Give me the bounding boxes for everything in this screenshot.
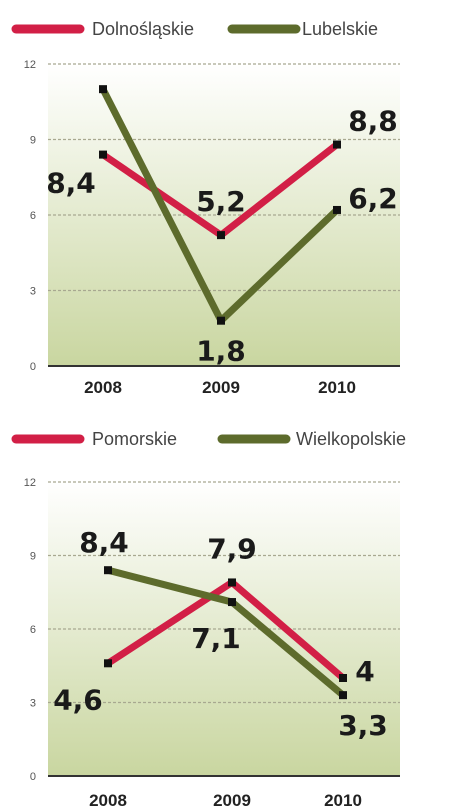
legend-label: Pomorskie	[92, 429, 177, 449]
y-tick-label: 9	[30, 135, 36, 147]
x-tick-label: 2010	[318, 378, 356, 397]
data-point	[333, 140, 341, 149]
data-label: 6,2	[348, 182, 398, 215]
data-label: 7,9	[207, 532, 257, 565]
x-tick-label: 2009	[202, 378, 240, 397]
data-point	[228, 578, 236, 587]
data-label: 8,4	[79, 526, 129, 559]
x-tick-label: 2008	[89, 791, 127, 810]
x-tick-label: 2010	[324, 791, 362, 810]
data-point	[339, 691, 347, 700]
y-tick-label: 6	[30, 624, 36, 636]
y-tick-label: 6	[30, 210, 36, 222]
legend-label: Lubelskie	[302, 19, 378, 39]
legend-label: Wielkopolskie	[296, 429, 406, 449]
data-label: 7,1	[191, 622, 241, 655]
data-label: 4	[355, 655, 374, 688]
chart-panel-2: Pomorskie Wielkopolskie 0 3 6 9 12 2008 2009 2010…	[0, 410, 449, 810]
data-point	[339, 674, 347, 682]
data-label: 5,2	[196, 185, 246, 218]
data-label: 4,6	[53, 683, 103, 716]
y-tick-label: 12	[24, 477, 36, 489]
y-tick-label: 12	[24, 59, 36, 71]
line-chart-1: Dolnośląskie Lubelskie 0 3 6 9 12 2008 2009 2010 8…	[11, 19, 400, 397]
x-tick-label: 2008	[84, 378, 122, 397]
data-point	[99, 85, 107, 94]
data-point	[99, 150, 107, 159]
data-point	[333, 205, 341, 214]
y-tick-label: 3	[30, 286, 36, 298]
legend-label: Dolnośląskie	[92, 19, 194, 39]
data-point	[217, 316, 225, 325]
data-label: 8,8	[348, 105, 398, 138]
line-chart-2: Pomorskie Wielkopolskie 0 3 6 9 12 2008 2009 2010…	[11, 429, 406, 810]
x-tick-label: 2009	[213, 791, 251, 810]
chart-panel-1: Dolnośląskie Lubelskie 0 3 6 9 12 2008 2009 2010 8…	[0, 0, 449, 400]
data-point	[217, 231, 225, 240]
y-tick-label: 3	[30, 698, 36, 710]
y-tick-label: 0	[30, 771, 36, 783]
data-point	[104, 659, 112, 668]
y-tick-label: 0	[30, 361, 36, 373]
data-point	[228, 598, 236, 607]
data-point	[104, 566, 112, 575]
y-tick-label: 9	[30, 551, 36, 563]
data-label: 3,3	[338, 709, 388, 742]
data-label: 8,4	[46, 167, 96, 200]
data-label: 1,8	[196, 335, 246, 368]
